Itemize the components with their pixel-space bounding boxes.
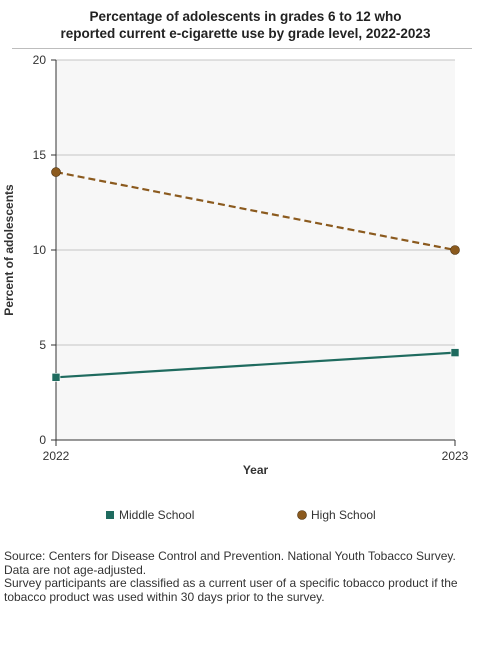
y-tick-label: 15: [33, 148, 47, 162]
y-axis-title: Percent of adolescents: [2, 184, 16, 316]
data-point-middle-school: [51, 372, 61, 382]
x-axis-title: Year: [243, 463, 269, 477]
age-adjust-note: Data are not age-adjusted.: [4, 562, 147, 577]
legend-label-middle-school: Middle School: [119, 508, 194, 522]
series-line-high-school: [55, 171, 456, 252]
y-tick-label: 5: [39, 338, 46, 352]
chart-title-line-1: Percentage of adolescents in grades 6 to…: [89, 9, 402, 24]
title-divider: [12, 48, 472, 49]
data-point-middle-school: [450, 348, 460, 357]
data-point-high-school: [51, 167, 61, 177]
chart-title-line-2: reported current e-cigarette use by grad…: [60, 25, 431, 41]
chart-title: Percentage of adolescents in grades 6 to…: [0, 9, 491, 42]
x-tick-label: 2023: [442, 449, 469, 463]
data-point-high-school: [450, 245, 460, 255]
x-tick-label: 2022: [43, 449, 70, 463]
y-tick-label: 10: [33, 243, 47, 257]
y-tick-label: 0: [39, 433, 46, 447]
legend-marker-middle-school: [106, 511, 114, 519]
legend-label-high-school: High School: [311, 508, 376, 522]
source-note: Source: Centers for Disease Control and …: [4, 549, 456, 563]
legend-marker-high-school: [297, 510, 307, 520]
line-chart: 0 5 10 15 20 2022 2023 Year Percent of adolescen…: [2, 53, 469, 522]
chart-notes: Source: Centers for Disease Control and …: [4, 549, 488, 604]
definition-note: Survey participants are classified as a …: [4, 576, 458, 604]
y-tick-label: 20: [33, 53, 47, 67]
series-line-middle-school: [55, 351, 456, 379]
